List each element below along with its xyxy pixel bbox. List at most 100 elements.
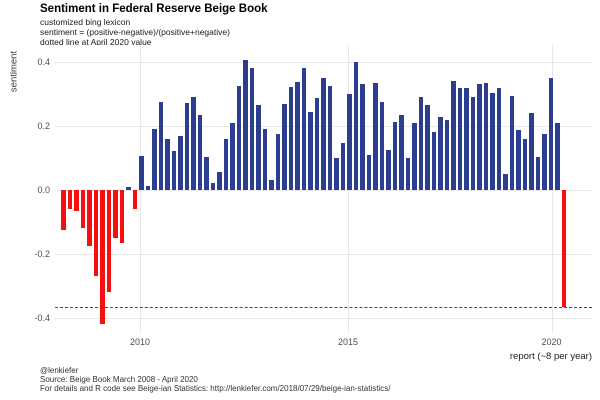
sentiment-bar-positive — [464, 88, 469, 190]
y-gridline — [55, 318, 592, 319]
sentiment-bar-negative — [61, 190, 66, 230]
sentiment-bar-positive — [158, 101, 164, 190]
sentiment-bar-positive — [379, 101, 385, 190]
sentiment-bar-positive — [327, 86, 333, 190]
y-tick-label: 0.4 — [37, 57, 50, 67]
sentiment-bar-positive — [529, 113, 534, 190]
x-tick-label: 2015 — [338, 337, 359, 347]
sentiment-bar-positive — [412, 122, 417, 190]
y-tick-label: -0.2 — [34, 249, 50, 259]
sentiment-bar-positive — [249, 68, 255, 190]
sentiment-bar-positive — [418, 97, 424, 190]
sentiment-bar-positive — [405, 158, 411, 190]
sentiment-bar-positive — [457, 87, 463, 190]
sentiment-bar-positive — [236, 86, 242, 190]
sentiment-bar-positive — [535, 157, 541, 190]
sentiment-bar-positive — [275, 134, 281, 190]
y-tick-label: 0.2 — [37, 121, 50, 131]
sentiment-bar-negative — [87, 190, 92, 246]
y-tick-label: -0.4 — [34, 313, 50, 323]
sentiment-bar-positive — [496, 87, 502, 190]
sentiment-bar-positive — [386, 150, 391, 190]
sentiment-bar-positive — [425, 104, 430, 190]
y-axis-title: sentiment — [8, 50, 20, 93]
sentiment-bar-positive — [353, 62, 359, 190]
sentiment-bar-positive — [555, 122, 560, 190]
sentiment-bar-negative — [561, 190, 567, 308]
sentiment-bar-negative — [100, 190, 105, 325]
sentiment-bar-negative — [74, 190, 79, 212]
sentiment-bar-positive — [145, 185, 151, 190]
sentiment-bar-positive — [360, 84, 365, 190]
sentiment-bar-negative — [67, 190, 73, 210]
y-tick-label: 0.0 — [37, 185, 50, 195]
sentiment-bar-positive — [431, 132, 437, 190]
y-gridline — [55, 62, 592, 63]
sentiment-bar-positive — [444, 119, 450, 190]
sentiment-bar-negative — [106, 190, 112, 293]
sentiment-bar-positive — [321, 78, 326, 190]
x-tick-label: 2010 — [130, 337, 151, 347]
caption-details-url: For details and R code see Beige-ian Sta… — [40, 384, 391, 393]
sentiment-bar-negative — [80, 190, 86, 229]
sentiment-bar-positive — [204, 157, 209, 190]
sentiment-bar-positive — [288, 86, 294, 190]
sentiment-bar-positive — [223, 138, 229, 190]
plot-panel — [55, 45, 592, 333]
sentiment-bar-positive — [262, 129, 268, 190]
sentiment-bar-positive — [217, 171, 222, 190]
sentiment-bar-positive — [126, 186, 131, 190]
sentiment-bar-positive — [522, 139, 528, 190]
sentiment-bar-positive — [256, 104, 261, 190]
x-axis-title: report (~8 per year) — [509, 351, 592, 362]
sentiment-bar-positive — [295, 81, 300, 190]
sentiment-bar-positive — [191, 97, 196, 190]
sentiment-bar-positive — [165, 139, 170, 190]
y-gridline — [55, 254, 592, 255]
sentiment-bar-negative — [113, 190, 118, 238]
chart-subtitle-line-1: customized bing lexicon — [40, 17, 131, 27]
sentiment-bar-positive — [366, 155, 372, 190]
sentiment-bar-positive — [451, 81, 456, 190]
sentiment-bar-positive — [210, 183, 216, 190]
sentiment-bar-positive — [334, 158, 339, 190]
sentiment-bar-positive — [392, 121, 398, 190]
sentiment-bar-positive — [548, 78, 554, 190]
april-2020-dotted-line — [55, 307, 592, 309]
sentiment-bar-positive — [340, 142, 346, 190]
sentiment-bar-negative — [93, 190, 99, 277]
sentiment-bar-positive — [171, 150, 177, 190]
y-gridline — [55, 190, 592, 191]
sentiment-bar-positive — [269, 180, 274, 190]
caption-source: Source: Beige Book March 2008 - April 20… — [40, 375, 198, 384]
sentiment-bar-positive — [308, 111, 313, 190]
sentiment-bar-positive — [347, 94, 352, 190]
sentiment-bar-positive — [438, 117, 443, 190]
chart-subtitle-line-2: sentiment = (positive-negative)/(positiv… — [40, 27, 230, 37]
sentiment-bar-positive — [184, 103, 190, 190]
sentiment-bar-positive — [477, 84, 482, 190]
sentiment-bar-negative — [119, 190, 125, 243]
sentiment-bar-positive — [139, 156, 144, 190]
sentiment-bar-positive — [399, 115, 404, 190]
sentiment-bar-positive — [243, 60, 248, 190]
sentiment-bar-positive — [509, 95, 515, 190]
chart-title: Sentiment in Federal Reserve Beige Book — [40, 3, 268, 15]
x-tick-label: 2020 — [541, 337, 562, 347]
sentiment-bar-positive — [301, 68, 307, 190]
sentiment-bar-positive — [230, 123, 235, 190]
sentiment-bar-negative — [132, 190, 138, 210]
sentiment-bar-positive — [282, 103, 287, 190]
sentiment-bar-positive — [373, 83, 378, 190]
sentiment-bar-positive — [197, 115, 203, 190]
sentiment-bar-positive — [516, 129, 521, 190]
sentiment-bar-positive — [314, 98, 320, 190]
sentiment-bar-positive — [470, 97, 476, 190]
sentiment-bar-positive — [178, 135, 183, 190]
chart-subtitle-line-3: dotted line at April 2020 value — [40, 37, 152, 47]
sentiment-bar-positive — [542, 134, 547, 190]
sentiment-bar-positive — [152, 129, 157, 190]
caption-handle: @lenkiefer — [40, 366, 79, 375]
sentiment-bar-positive — [483, 82, 489, 190]
